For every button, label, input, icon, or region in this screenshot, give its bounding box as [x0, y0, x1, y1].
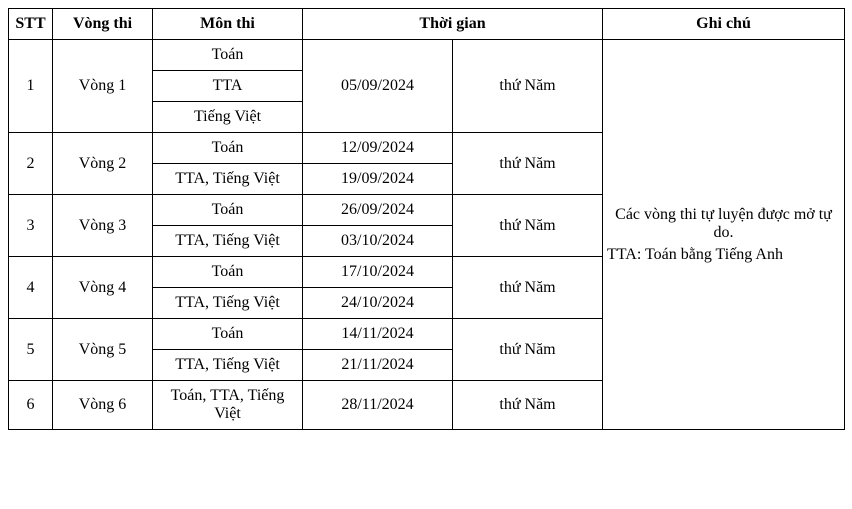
note-line-2: TTA: Toán bằng Tiếng Anh	[607, 246, 840, 264]
cell-mon: TTA	[153, 71, 303, 102]
cell-date: 28/11/2024	[303, 381, 453, 430]
cell-date: 17/10/2024	[303, 257, 453, 288]
cell-vong: Vòng 2	[53, 133, 153, 195]
col-header-thoi-gian: Thời gian	[303, 9, 603, 40]
cell-mon: TTA, Tiếng Việt	[153, 164, 303, 195]
note-line-1: Các vòng thi tự luyện được mở tự do.	[607, 206, 840, 242]
col-header-mon: Môn thi	[153, 9, 303, 40]
cell-date: 12/09/2024	[303, 133, 453, 164]
cell-mon: Toán	[153, 133, 303, 164]
cell-day: thứ Năm	[453, 381, 603, 430]
cell-stt: 4	[9, 257, 53, 319]
cell-vong: Vòng 4	[53, 257, 153, 319]
cell-mon: Toán, TTA, Tiếng Việt	[153, 381, 303, 430]
cell-date: 03/10/2024	[303, 226, 453, 257]
cell-vong: Vòng 1	[53, 40, 153, 133]
cell-date: 19/09/2024	[303, 164, 453, 195]
cell-day: thứ Năm	[453, 319, 603, 381]
cell-day: thứ Năm	[453, 257, 603, 319]
cell-mon: Toán	[153, 40, 303, 71]
col-header-ghi-chu: Ghi chú	[603, 9, 845, 40]
schedule-table: STT Vòng thi Môn thi Thời gian Ghi chú 1…	[8, 8, 845, 430]
cell-note: Các vòng thi tự luyện được mở tự do. TTA…	[603, 40, 845, 430]
cell-mon: Tiếng Việt	[153, 102, 303, 133]
cell-date: 21/11/2024	[303, 350, 453, 381]
cell-vong: Vòng 3	[53, 195, 153, 257]
col-header-stt: STT	[9, 9, 53, 40]
table-row: 1 Vòng 1 Toán 05/09/2024 thứ Năm Các vòn…	[9, 40, 845, 71]
cell-stt: 6	[9, 381, 53, 430]
cell-date: 05/09/2024	[303, 40, 453, 133]
cell-day: thứ Năm	[453, 133, 603, 195]
cell-mon: TTA, Tiếng Việt	[153, 226, 303, 257]
header-row: STT Vòng thi Môn thi Thời gian Ghi chú	[9, 9, 845, 40]
col-header-vong: Vòng thi	[53, 9, 153, 40]
cell-day: thứ Năm	[453, 195, 603, 257]
cell-mon: Toán	[153, 319, 303, 350]
cell-stt: 1	[9, 40, 53, 133]
cell-date: 24/10/2024	[303, 288, 453, 319]
cell-date: 14/11/2024	[303, 319, 453, 350]
cell-mon: TTA, Tiếng Việt	[153, 350, 303, 381]
cell-mon: TTA, Tiếng Việt	[153, 288, 303, 319]
cell-mon: Toán	[153, 257, 303, 288]
cell-vong: Vòng 5	[53, 319, 153, 381]
cell-mon: Toán	[153, 195, 303, 226]
cell-stt: 2	[9, 133, 53, 195]
cell-stt: 5	[9, 319, 53, 381]
cell-stt: 3	[9, 195, 53, 257]
cell-day: thứ Năm	[453, 40, 603, 133]
cell-vong: Vòng 6	[53, 381, 153, 430]
cell-date: 26/09/2024	[303, 195, 453, 226]
